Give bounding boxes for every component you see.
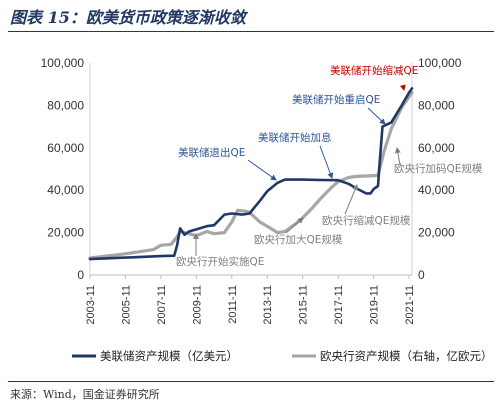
y-right-tick-label: 0 bbox=[418, 268, 425, 282]
fed-series-line bbox=[88, 87, 414, 261]
x-ticks: 2003-11 2005-11 2007-11 2009-11 2011-11 2013-… bbox=[85, 275, 416, 325]
title-rule bbox=[8, 31, 494, 32]
y-left-tick-label: 80,000 bbox=[47, 98, 84, 112]
x-tick-label: 2003-11 bbox=[85, 285, 97, 325]
annotation-label: 欧央行加码QE规模 bbox=[394, 162, 483, 175]
legend-label: 美联储资产规模（亿美元） bbox=[100, 349, 238, 363]
legend-item-ecb: 欧央行资产规模（右轴，亿欧元） bbox=[292, 349, 493, 363]
y-left-tick-label: 100,000 bbox=[41, 56, 85, 70]
x-tick-label: 2019-11 bbox=[369, 285, 381, 325]
annotation-label: 美联储开始加息 bbox=[258, 131, 332, 144]
legend-item-fed: 美联储资产规模（亿美元） bbox=[72, 349, 238, 363]
x-tick-label: 2009-11 bbox=[191, 285, 203, 325]
x-tick-label: 2017-11 bbox=[333, 285, 345, 325]
x-tick-label: 2005-11 bbox=[120, 285, 132, 325]
annotation-arrow bbox=[285, 217, 304, 234]
ecb-series-line bbox=[88, 91, 414, 260]
y-right-tick-label: 100,000 bbox=[418, 56, 462, 70]
x-tick-label: 2011-11 bbox=[227, 285, 239, 324]
plot-area bbox=[89, 63, 413, 276]
source-note: 来源：Wind，国金证券研究所 bbox=[10, 388, 160, 401]
annotation-arrow bbox=[399, 84, 406, 91]
annotation-arrow bbox=[319, 145, 334, 179]
source-rule bbox=[8, 381, 494, 382]
legend-label: 欧央行资产规模（右轴，亿欧元） bbox=[320, 349, 493, 363]
annotation-label: 欧央行加大QE规模 bbox=[254, 233, 343, 246]
annotation-label: 欧央行开始实施QE bbox=[176, 255, 264, 268]
x-tick-label: 2015-11 bbox=[298, 285, 310, 325]
y-right-tick-label: 80,000 bbox=[418, 98, 455, 112]
y-left-tick-label: 60,000 bbox=[47, 141, 84, 155]
annotation-label: 美联储退出QE bbox=[178, 146, 245, 159]
annotation-label: 美联储开始缩减QE bbox=[330, 64, 418, 77]
y-right-tick-label: 60,000 bbox=[418, 141, 455, 155]
annotation-arrow bbox=[247, 159, 277, 181]
annotation-label: 欧央行缩减QE规模 bbox=[322, 214, 411, 227]
y-right-tick-label: 20,000 bbox=[418, 226, 455, 240]
series-lines bbox=[88, 87, 414, 261]
annotation-arrow bbox=[394, 147, 401, 166]
annotation-label: 美联储开始重启QE bbox=[292, 93, 380, 106]
legend: 美联储资产规模（亿美元） 欧央行资产规模（右轴，亿欧元） bbox=[72, 349, 493, 363]
y-right-ticks: 0 20,000 40,000 60,000 80,000 100,000 bbox=[418, 56, 462, 282]
y-left-tick-label: 40,000 bbox=[47, 183, 84, 197]
x-tick-label: 2013-11 bbox=[262, 285, 274, 325]
figure-title: 图表 15：欧美货币政策逐渐收敛 bbox=[10, 8, 246, 27]
y-left-tick-label: 20,000 bbox=[47, 226, 84, 240]
annotation-arrow bbox=[344, 184, 358, 215]
x-tick-label: 2021-11 bbox=[404, 285, 416, 325]
annotation-arrow bbox=[367, 107, 386, 125]
y-left-tick-label: 0 bbox=[77, 268, 84, 282]
y-right-tick-label: 40,000 bbox=[418, 183, 455, 197]
y-left-ticks: 0 20,000 40,000 60,000 80,000 100,000 bbox=[41, 56, 85, 282]
x-tick-label: 2007-11 bbox=[156, 285, 168, 325]
